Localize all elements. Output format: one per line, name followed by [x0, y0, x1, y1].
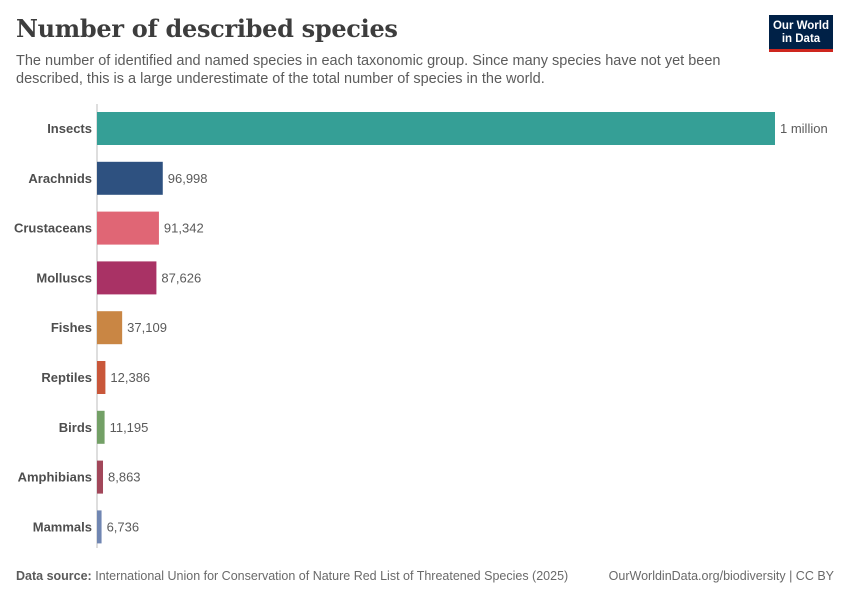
footer-link[interactable]: OurWorldinData.org/biodiversity | CC BY	[608, 569, 834, 583]
logo-line-1: Our World	[772, 20, 829, 32]
value-label: 37,109	[127, 320, 167, 335]
data-source-label: Data source:	[16, 569, 92, 583]
bar-amphibians[interactable]	[97, 460, 104, 494]
chart-subtitle: The number of identified and named speci…	[16, 53, 721, 87]
value-label: 8,863	[108, 470, 141, 485]
bar-reptiles[interactable]	[97, 361, 106, 394]
value-label: 87,626	[161, 270, 201, 285]
data-source-text[interactable]: International Union for Conservation of …	[95, 569, 569, 583]
category-label: Crustaceans	[14, 221, 92, 236]
value-label: 91,342	[164, 221, 204, 236]
value-label: 6,736	[107, 519, 140, 534]
bar-birds[interactable]	[97, 410, 105, 444]
owid-logo[interactable]: Our World in Data	[769, 15, 833, 52]
category-label: Mammals	[33, 519, 92, 534]
value-label: 12,386	[110, 370, 150, 385]
category-label: Amphibians	[18, 470, 92, 485]
bar-chart: Insects 1 million Arachnids 96,998 Crustacea…	[14, 104, 828, 548]
category-label: Fishes	[51, 320, 92, 335]
bar-crustaceans[interactable]	[97, 211, 159, 245]
chart-title: Number of described species	[16, 14, 398, 43]
category-label: Molluscs	[36, 270, 92, 285]
category-label: Reptiles	[41, 370, 92, 385]
value-label: 1 million	[780, 121, 828, 136]
category-label: Arachnids	[28, 171, 92, 186]
bar-mammals[interactable]	[97, 510, 102, 544]
bar-insects[interactable]	[97, 112, 775, 145]
bar-molluscs[interactable]	[97, 261, 157, 295]
category-label: Insects	[47, 121, 92, 136]
logo-line-2: in Data	[781, 33, 821, 45]
value-label: 96,998	[168, 171, 208, 186]
bar-arachnids[interactable]	[97, 161, 163, 195]
value-label: 11,195	[110, 420, 149, 435]
data-source: Data source: International Union for Con…	[16, 569, 568, 583]
bar-fishes[interactable]	[97, 311, 123, 345]
category-label: Birds	[59, 420, 92, 435]
